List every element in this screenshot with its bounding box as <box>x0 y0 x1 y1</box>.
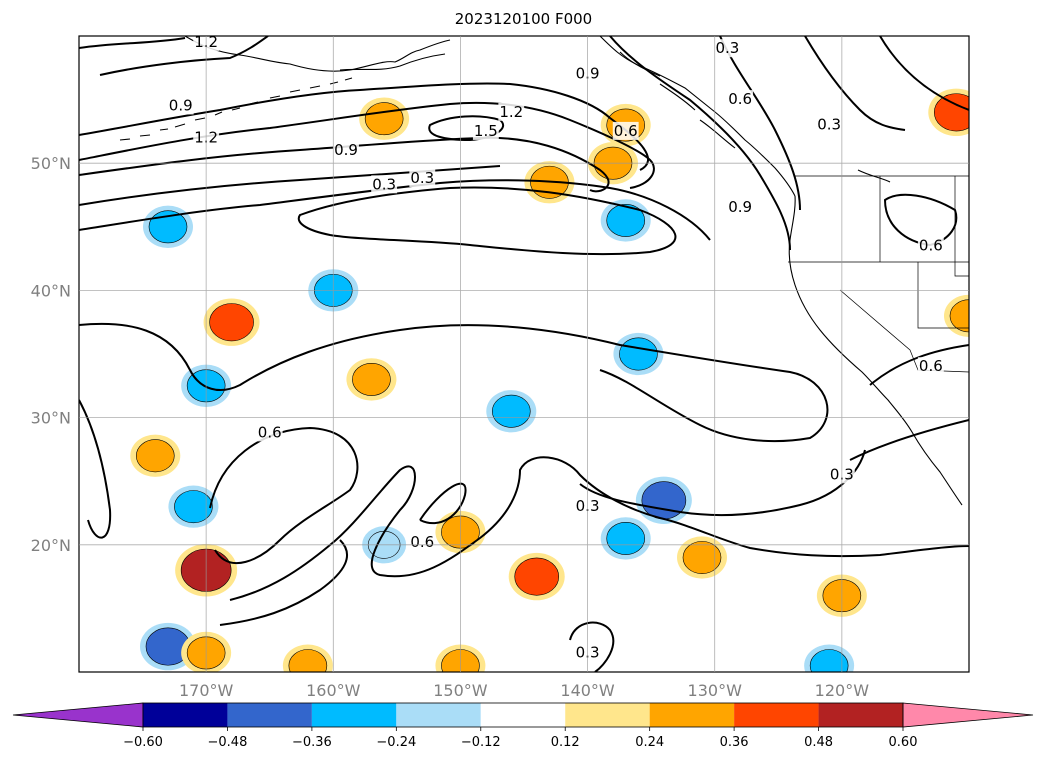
contour-label: 0.3 <box>715 39 739 57</box>
colorbar-tick-label: 0.36 <box>720 735 749 750</box>
colorbar-tick-label: −0.12 <box>461 735 501 750</box>
anomaly-blob <box>600 517 651 560</box>
colorbar: −0.60 −0.48 −0.36 −0.24 −0.12 0.12 0.24 0.36 0.4… <box>12 702 1034 750</box>
contour-label: 0.6 <box>728 90 752 108</box>
lat-tick-label: 50°N <box>31 154 71 173</box>
contour-label: 1.2 <box>499 103 523 121</box>
colorbar-tick-label: −0.24 <box>376 735 416 750</box>
colorbar-tick-label: 0.48 <box>804 735 833 750</box>
contour-labels: 1.20.91.20.90.30.31.51.20.90.30.60.6 0.30… <box>167 36 944 662</box>
longitude-labels: 170°W 160°W 150°W 140°W 130°W 120°W <box>179 681 869 700</box>
state-borders <box>788 175 969 373</box>
anomaly-blob <box>944 294 969 337</box>
colorbar-extend-high <box>902 702 1034 728</box>
anomaly-blob <box>282 644 333 672</box>
map-title: 2023120100 F000 <box>454 10 593 28</box>
anomaly-blob <box>613 332 664 376</box>
lat-tick-label: 20°N <box>31 536 71 555</box>
anomaly-blob <box>928 88 969 137</box>
anomaly-blob <box>130 434 181 477</box>
anomaly-blob <box>508 552 565 601</box>
colorbar-tick-label: 0.60 <box>889 735 918 750</box>
contour-label: 1.5 <box>474 122 498 140</box>
anomaly-blob <box>203 298 260 346</box>
contour-label: 0.9 <box>169 96 193 114</box>
colorbar-tick-label: 0.12 <box>551 735 580 750</box>
contour-lines <box>79 36 969 672</box>
contour-label: 0.9 <box>334 141 358 159</box>
anomaly-blob <box>486 390 537 433</box>
colorbar-segment <box>227 703 312 727</box>
colorbar-segment <box>396 703 481 727</box>
lon-tick-label: 160°W <box>306 681 361 700</box>
lat-lon-grid <box>79 36 969 672</box>
contour-label: 0.6 <box>258 423 282 441</box>
contour-label: 0.6 <box>614 122 638 140</box>
lat-tick-label: 40°N <box>31 281 71 300</box>
contour-label: 0.9 <box>728 198 752 216</box>
contour-label: 0.6 <box>919 357 943 375</box>
lat-tick-label: 30°N <box>31 409 71 428</box>
lon-tick-label: 120°W <box>815 681 870 700</box>
colorbar-tick-label: −0.48 <box>208 735 248 750</box>
colorbar-segment <box>734 703 819 727</box>
colorbar-tick-label: −0.60 <box>123 735 163 750</box>
lon-tick-label: 140°W <box>560 681 615 700</box>
anomaly-blob <box>346 358 397 401</box>
anomaly-blob <box>143 205 193 248</box>
colorbar-segment <box>480 703 566 727</box>
anomaly-blob <box>635 476 692 524</box>
colorbar-segment <box>311 703 397 727</box>
contour-label: 0.3 <box>817 116 841 134</box>
contour-label: 0.6 <box>919 236 943 254</box>
contour-label: 0.3 <box>372 175 396 193</box>
anomaly-blob <box>677 536 727 579</box>
colorbar-segment <box>649 703 735 727</box>
colorbar-extend-low <box>12 702 144 728</box>
lon-tick-label: 170°W <box>179 681 234 700</box>
colorbar-tick-label: −0.36 <box>292 735 332 750</box>
map-frame <box>78 35 970 673</box>
map-area: 1.20.91.20.90.30.31.51.20.90.30.60.6 0.30… <box>79 36 969 672</box>
anomaly-blob <box>359 97 410 140</box>
colorbar-segment <box>818 703 903 727</box>
colorbar-tick-label: 0.24 <box>635 735 664 750</box>
lon-tick-label: 130°W <box>688 681 743 700</box>
contour-label: 0.6 <box>410 533 434 551</box>
colorbar-segment <box>143 703 228 727</box>
lon-tick-label: 150°W <box>433 681 488 700</box>
latitude-labels: 50°N 40°N 30°N 20°N <box>31 154 71 555</box>
contour-label: 0.3 <box>410 169 434 187</box>
colorbar-segment <box>565 703 650 727</box>
